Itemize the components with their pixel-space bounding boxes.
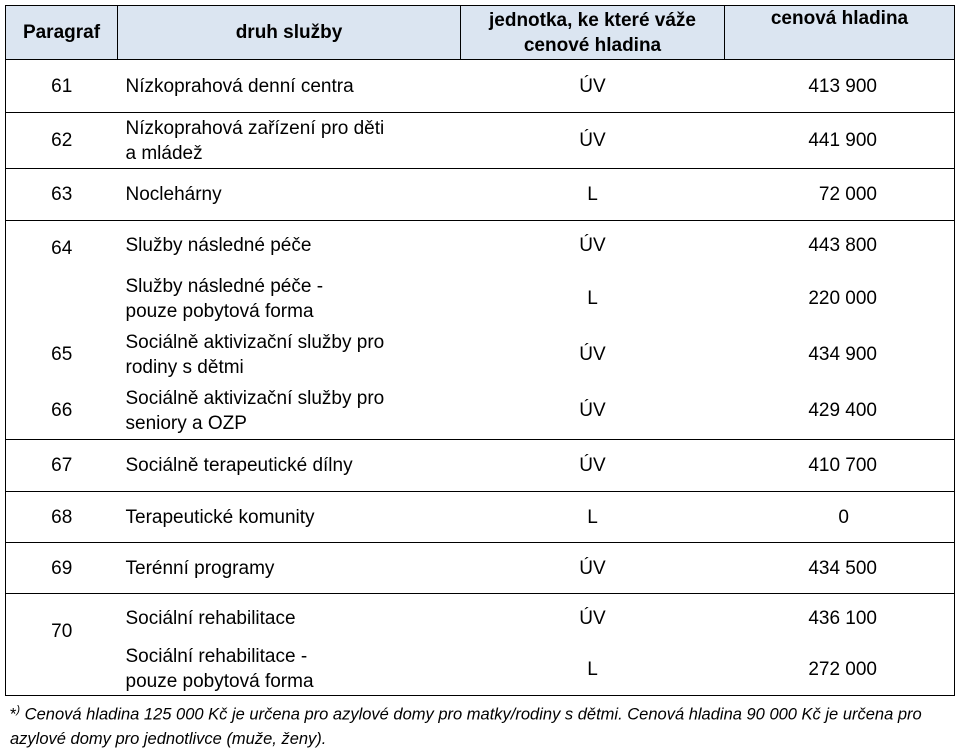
header-paragraf: Paragraf <box>5 5 118 60</box>
service-name-line1: Sociálně aktivizační služby pro <box>125 387 385 409</box>
paragraf-cell: 61 <box>5 59 118 113</box>
table-row: 66 Sociálně aktivizační služby pro senior… <box>5 382 955 440</box>
service-name-line2: pouze pobytová forma <box>125 671 314 693</box>
price-cell: 410 700 <box>724 439 955 492</box>
price-cell: 434 900 <box>724 326 955 383</box>
table-row: Sociální rehabilitace - pouze pobytová fo… <box>5 643 955 696</box>
paragraf-cell: 65 <box>5 326 118 383</box>
table-row: 63 Noclehárny L 72 000 <box>5 168 955 221</box>
paragraf-cell-empty <box>5 643 118 696</box>
table-row: 67 Sociálně terapeutické dílny ÚV 410 70… <box>5 439 955 492</box>
unit-cell: ÚV <box>460 593 725 644</box>
price-cell: 413 900 <box>724 59 955 113</box>
paragraf-cell: 70 <box>5 593 118 644</box>
header-jednotka-line1: jednotka, ke které váže <box>489 9 696 31</box>
header-cenova-hladina: cenová hladina <box>724 5 955 60</box>
price-cell: 72 000 <box>724 168 955 221</box>
service-name-line2: pouze pobytová forma <box>125 300 314 322</box>
price-level-table: Paragraf druh služby jednotka, ke které … <box>5 5 955 696</box>
service-name-cell: Sociálně aktivizační služby pro seniory a… <box>117 382 461 440</box>
service-name-cell: Sociálně aktivizační služby pro rodiny s … <box>118 327 461 383</box>
unit-cell: L <box>587 288 598 309</box>
paragraf-cell: 63 <box>5 168 118 221</box>
service-name-cell: Sociálně terapeutické dílny <box>117 439 461 492</box>
paragraf-cell-empty <box>5 270 118 327</box>
unit-cell: ÚV <box>460 439 725 492</box>
service-name-cell: Terapeutické komunity <box>117 491 461 543</box>
header-jednotka: jednotka, ke které váže cenové hladina <box>460 5 725 60</box>
table-row: 62 Nízkoprahová zařízení pro děti a mláde… <box>5 112 955 169</box>
unit-cell: L <box>460 643 725 696</box>
service-name-line1: Sociální rehabilitace - <box>125 646 308 668</box>
unit-cell: ÚV <box>460 59 725 113</box>
service-name-line2: a mládež <box>125 142 203 164</box>
service-name-cell: Služby následné péče - pouze pobytová for… <box>118 271 461 327</box>
paragraf-cell: 64 <box>5 220 118 271</box>
header-druh-sluzby: druh služby <box>117 5 461 60</box>
footnote: *) Cenová hladina 125 000 Kč je určena p… <box>10 698 954 751</box>
unit-cell: L <box>460 168 725 221</box>
service-name-cell: Služby následné péče <box>117 220 461 271</box>
paragraf-cell: 69 <box>5 542 118 594</box>
price-cell: 0 <box>724 491 955 543</box>
service-name-line2: rodiny s dětmi <box>125 356 244 378</box>
service-name-cell: Noclehárny <box>117 168 461 221</box>
header-row: Paragraf druh služby jednotka, ke které … <box>5 5 955 60</box>
footnote-sup: ) <box>16 704 21 716</box>
table-row: 61 Nízkoprahová denní centra ÚV 413 900 <box>5 59 955 113</box>
price-cell: 220 000 <box>724 270 955 327</box>
paragraf-cell: 62 <box>5 112 118 169</box>
service-name-line2: seniory a OZP <box>125 412 247 434</box>
paragraf-cell: 66 <box>5 382 118 440</box>
price-cell: 272 000 <box>724 643 955 696</box>
service-name-cell: Nízkoprahová zařízení pro děti a mládež <box>117 112 461 169</box>
table-row: 68 Terapeutické komunity L 0 <box>5 491 955 543</box>
unit-cell: L <box>460 491 725 543</box>
service-name-line1: Nízkoprahová zařízení pro děti <box>125 117 385 139</box>
service-name-cell: Sociální rehabilitace - pouze pobytová fo… <box>117 643 461 696</box>
service-name-cell: Terénní programy <box>117 542 461 594</box>
table-row: 70 Sociální rehabilitace ÚV 436 100 <box>5 593 955 644</box>
price-cell: 429 400 <box>724 382 955 440</box>
table-row: 64 Služby následné péče ÚV 443 800 <box>5 220 955 271</box>
header-jednotka-line2: cenové hladina <box>523 34 662 56</box>
footnote-mark: * <box>10 705 17 724</box>
service-name-line1: Služby následné péče - <box>125 275 324 297</box>
price-cell: 443 800 <box>724 220 955 271</box>
table-row: 69 Terénní programy ÚV 434 500 <box>5 542 955 594</box>
service-name-line1: Sociálně aktivizační služby pro <box>125 331 385 353</box>
unit-cell: ÚV <box>460 220 725 271</box>
price-value: 0 <box>838 506 849 528</box>
price-cell: 441 900 <box>724 112 955 169</box>
footnote-text: Cenová hladina 125 000 Kč je určena pro … <box>10 705 922 748</box>
price-cell: 436 100 <box>724 593 955 644</box>
unit-cell: ÚV <box>460 112 725 169</box>
unit-cell: ÚV <box>579 344 606 365</box>
table-row: Služby následné péče - pouze pobytová for… <box>5 270 955 327</box>
paragraf-cell: 68 <box>5 491 118 543</box>
price-cell: 434 500 <box>724 542 955 594</box>
table-row: 65 Sociálně aktivizační služby pro rodiny… <box>5 326 955 383</box>
paragraf-cell: 67 <box>5 439 118 492</box>
service-name-cell: Sociální rehabilitace <box>117 593 461 644</box>
unit-cell: ÚV <box>460 382 725 440</box>
unit-cell: ÚV <box>460 542 725 594</box>
service-name-cell: Nízkoprahová denní centra <box>117 59 461 113</box>
